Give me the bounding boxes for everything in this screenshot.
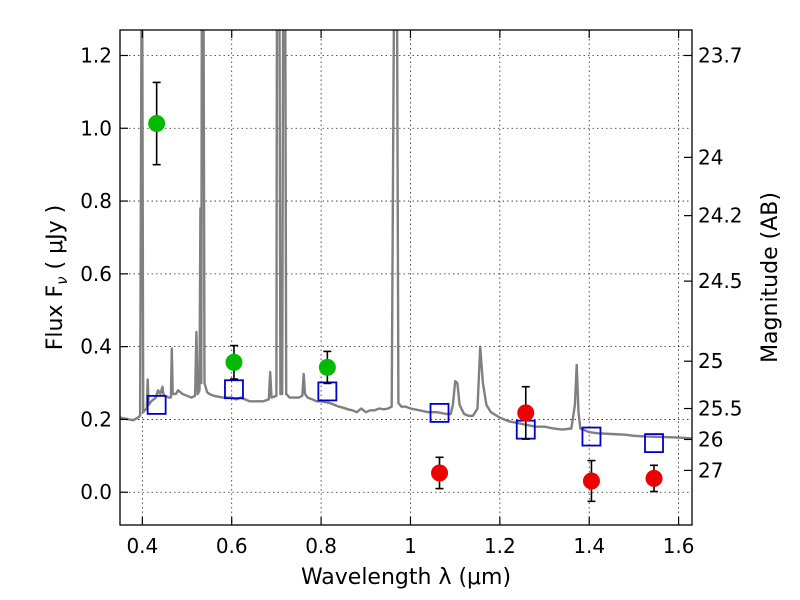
photometry-point	[431, 464, 449, 482]
model-photometry-square	[581, 426, 602, 447]
x-tick-label: 0.6	[216, 534, 248, 558]
y-tick-label: 1.0	[80, 116, 112, 140]
y-tick-label: 0.0	[80, 480, 112, 504]
photometry-point	[645, 469, 663, 487]
x-tick-label: 0.4	[126, 534, 158, 558]
magnitude-tick-label: 23.7	[698, 43, 743, 67]
y-axis-title-main: Flux F	[43, 285, 68, 350]
model-photometry-square	[429, 402, 450, 423]
y-axis: 0.0 0.2 0.4 0.6 0.8 1.0 1.2	[80, 43, 128, 504]
magnitude-tick-label: 25.5	[698, 397, 743, 421]
model-photometry-square	[224, 379, 244, 400]
magnitude-tick-label: 24.2	[698, 204, 743, 228]
magnitude-tick-label: 25	[698, 349, 723, 373]
magnitude-axis-title: Magnitude (AB)	[758, 192, 783, 363]
magnitude-tick-label: 27	[698, 458, 723, 482]
model-photometry-square	[644, 433, 664, 454]
magnitude-axis: 23.7 24 24.2 24.5 25 25.5 26 27	[684, 43, 743, 482]
photometry-point	[148, 115, 166, 133]
photometry-point	[517, 404, 535, 422]
plot-frame	[119, 29, 693, 526]
x-tick-label: 1.2	[484, 534, 516, 558]
y-tick-label: 0.4	[80, 335, 112, 359]
plot-area	[120, 30, 692, 503]
y-axis-title: Flux Fν ( μJy )	[43, 205, 71, 350]
y-tick-label: 1.2	[80, 43, 112, 67]
magnitude-tick-label: 24	[698, 145, 723, 169]
x-tick-label: 1	[404, 534, 417, 558]
magnitude-tick-label: 24.5	[698, 269, 743, 293]
photometry-point	[582, 472, 600, 490]
photometry-point	[318, 358, 336, 376]
x-axis: 0.4 0.6 0.8 1 1.2 1.4 1.6	[126, 30, 695, 558]
y-tick-label: 0.6	[80, 262, 112, 286]
magnitude-tick-label: 26	[698, 427, 723, 451]
x-tick-label: 1.6	[663, 534, 695, 558]
x-tick-label: 0.8	[305, 534, 337, 558]
photometry-point	[225, 353, 243, 371]
x-tick-label: 1.4	[573, 534, 605, 558]
grid-lines	[120, 30, 692, 525]
x-axis-title: Wavelength λ (μm)	[301, 565, 511, 590]
y-tick-label: 0.8	[80, 189, 112, 213]
y-axis-title-unit: ( μJy )	[43, 205, 68, 277]
model-spectrum-line	[120, 30, 692, 440]
y-axis-title-subscript: ν	[53, 276, 71, 284]
y-tick-label: 0.2	[80, 407, 112, 431]
model-photometry-square	[146, 394, 167, 415]
